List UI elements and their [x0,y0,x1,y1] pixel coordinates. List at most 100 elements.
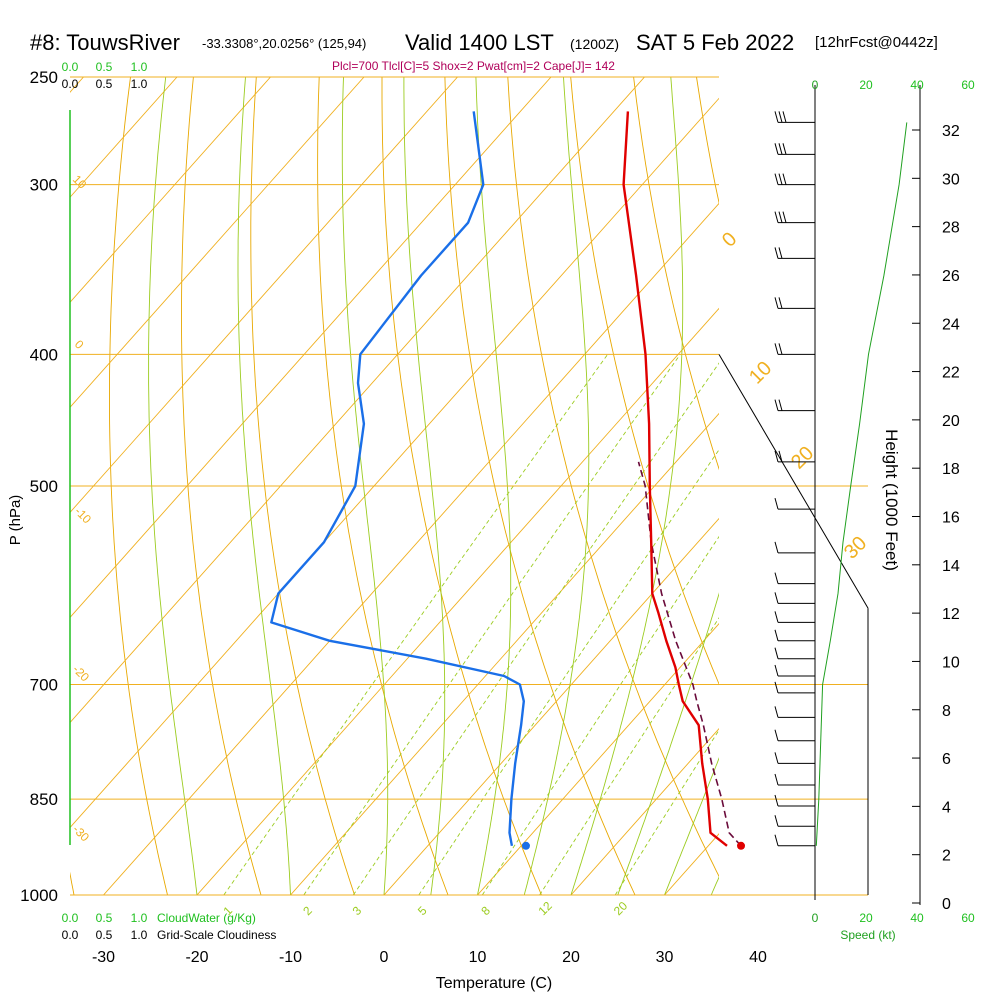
x-tick-label: 30 [656,949,674,966]
dry-adiabat [570,77,719,686]
pressure-tick-label: 500 [30,477,58,496]
wind-barb [774,834,815,847]
wind-barb-flag [774,111,779,123]
wind-barb-flag [778,247,783,259]
station-coordinates: -33.3308°,20.0256° (125,94) [202,36,367,51]
zulu-time: (1200Z) [570,36,620,52]
cloudiness-tick-top: 0.0 [62,77,79,91]
sounding-parameters: Plcl=700 Tlcl[C]=5 Shox=2 Pwat[cm]=2 Cap… [332,59,615,73]
dry-adiabat [507,77,719,878]
cloud-water-tick-top: 0.0 [62,60,79,74]
dry-adiabat [818,53,1000,895]
valid-time: Valid 1400 LST [405,30,554,55]
surface-dewpoint-dot [521,841,530,850]
wind-barb-flag [774,729,779,741]
left-isotherm-label: 0 [72,337,87,352]
left-isotherm-label: -10 [72,504,94,526]
wind-barb [774,111,815,123]
x-tick-label: 20 [562,949,580,966]
moist-adiabat [237,77,291,895]
wind-barb [774,143,815,155]
wind-barb-flag [774,572,779,584]
cloud-water-tick-bottom: 0.0 [62,911,79,925]
speed-tick-top: 0 [812,78,819,92]
wind-barb-flag [778,111,783,123]
panel-boundary [718,354,869,609]
cloudiness-tick-bottom: 1.0 [131,928,148,942]
height-tick-label: 6 [942,751,951,768]
isotherm-label: 0 [718,228,741,251]
pressure-tick-label: 250 [30,68,58,87]
height-tick-label: 0 [942,896,951,913]
moist-adiabat [403,77,446,895]
wind-barb-flag [782,173,787,185]
wind-barb-flag [774,343,779,355]
cloudiness-tick-bottom: 0.0 [62,928,79,942]
x-axis-label: Temperature (C) [436,975,552,992]
isotherm-label: 10 [745,357,776,388]
left-isotherm-label: -20 [70,662,92,684]
wind-barb-flag [778,143,783,155]
mixing-ratio-label: 2 [300,903,315,918]
isotherm [70,77,271,303]
height-tick-label: 4 [942,799,951,816]
isotherm [70,77,365,409]
left-isotherm-label: -30 [70,822,92,844]
wind-barb-flag [774,541,779,554]
wind-barb [774,343,815,355]
wind-speed-line [815,122,908,846]
pressure-tick-label: 850 [30,790,58,809]
wind-barb-flag [778,211,783,223]
isotherm-label: 30 [840,532,871,563]
mixing-ratio-label: 8 [478,903,493,918]
wind-barb-flag [774,629,779,641]
height-tick-label: 28 [942,220,960,237]
wind-barb-flag [774,834,779,846]
moist-adiabat [341,77,389,895]
wind-barb [774,247,815,259]
wind-barb-flag [774,647,779,659]
wind-barb-flag [778,399,783,411]
cloudiness-tick-top: 1.0 [131,77,148,91]
wind-barb-flag [782,143,787,155]
height-tick-label: 22 [942,365,960,382]
dry-adiabat [109,77,168,895]
mixing-ratio-line [539,617,719,895]
pressure-tick-label: 700 [30,676,58,695]
moist-adiabat [523,77,590,895]
wind-barb [774,450,815,463]
wind-barb [774,729,815,742]
wind-barb [774,752,815,764]
wind-panel [718,85,908,900]
x-tick-label: 40 [749,949,767,966]
wind-barb-flag [778,343,783,355]
wind-barb [774,297,815,309]
temperature-line [622,111,728,847]
wind-barb-flag [774,752,779,764]
wind-barb-flag [774,773,779,786]
height-tick-label: 32 [942,123,960,140]
wind-barb-flag [774,794,779,807]
wind-barb-flag [774,815,779,827]
isotherm [852,77,1000,895]
isotherm [945,77,1000,895]
wind-barb-flag [778,173,783,185]
wind-barb [774,664,815,677]
wind-barb-flag [774,297,779,309]
height-tick-label: 10 [942,654,960,671]
wind-barb [774,173,815,186]
height-tick-label: 8 [942,703,951,720]
wind-barb [774,706,815,718]
wind-barb-flag [778,297,783,309]
dry-adiabat [181,77,262,895]
station-title: #8: TouwsRiver [30,30,180,55]
pressure-tick-label: 300 [30,176,58,195]
height-tick-label: 20 [942,413,960,430]
x-tick-label: -20 [185,949,208,966]
wind-barb-flag [778,450,783,463]
height-axis-label: Height (1000 Feet) [882,429,901,571]
wind-barb-flag [782,111,787,123]
wind-barb-flag [774,498,779,510]
wind-barb-flag [774,173,779,185]
